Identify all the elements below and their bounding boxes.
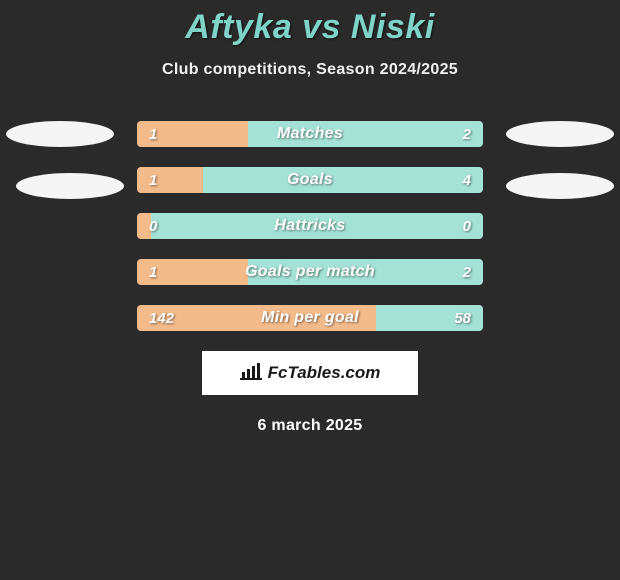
player-left-avatar [6,121,114,147]
bar-right-value: 2 [463,121,471,147]
bar-right-value: 58 [454,305,471,331]
subtitle: Club competitions, Season 2024/2025 [0,61,620,79]
bars-container: 1 Matches 2 1 Goals 4 0 Hattricks 0 1 Go… [137,121,483,331]
chart-area: 1 Matches 2 1 Goals 4 0 Hattricks 0 1 Go… [0,121,620,435]
chart-icon [240,362,262,385]
bar-row-hattricks: 0 Hattricks 0 [137,213,483,239]
bar-row-matches: 1 Matches 2 [137,121,483,147]
bar-label: Matches [137,121,483,147]
player-left-avatar-2 [16,173,124,199]
bar-right-value: 4 [463,167,471,193]
bar-row-goals: 1 Goals 4 [137,167,483,193]
bar-label: Goals per match [137,259,483,285]
bar-label: Min per goal [137,305,483,331]
bar-right-value: 2 [463,259,471,285]
player-right-avatar [506,121,614,147]
bar-row-goals-per-match: 1 Goals per match 2 [137,259,483,285]
brand-badge: FcTables.com [202,351,418,395]
bar-row-min-per-goal: 142 Min per goal 58 [137,305,483,331]
brand-text: FcTables.com [268,363,381,383]
page-title: Aftyka vs Niski [0,0,620,47]
player-right-avatar-2 [506,173,614,199]
bar-right-value: 0 [463,213,471,239]
date-text: 6 march 2025 [0,417,620,435]
bar-label: Hattricks [137,213,483,239]
bar-label: Goals [137,167,483,193]
